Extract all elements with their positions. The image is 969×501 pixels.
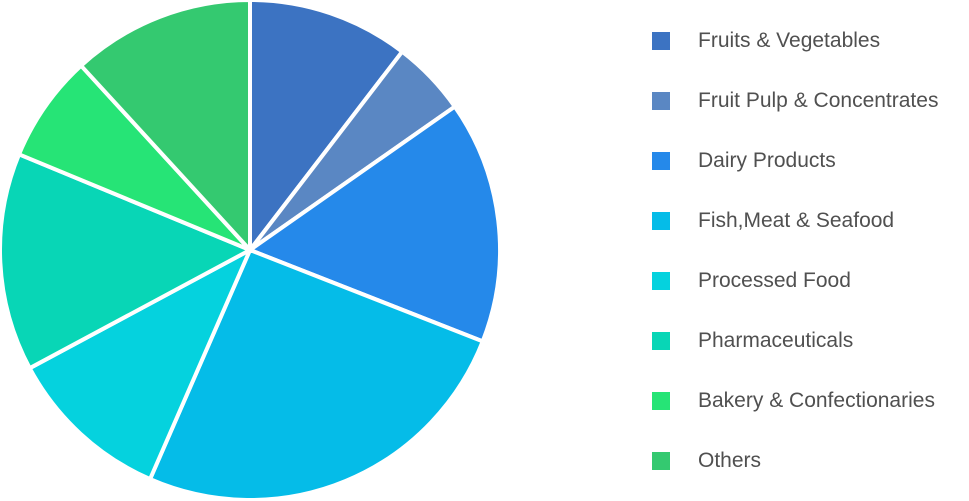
legend-item-fruits-vegetables: Fruits & Vegetables — [652, 26, 969, 86]
pie-slice-others — [79, 0, 252, 252]
legend-item-others: Others — [652, 446, 969, 501]
pie-chart — [0, 0, 502, 501]
legend-swatch — [652, 332, 670, 350]
legend-item-pharmaceuticals: Pharmaceuticals — [652, 326, 969, 386]
legend-label: Dairy Products — [698, 149, 836, 172]
legend-label: Pharmaceuticals — [698, 329, 854, 352]
pie-slice-fruits-vegetables — [248, 0, 405, 252]
legend-swatch — [652, 152, 670, 170]
legend-label: Fruits & Vegetables — [698, 29, 881, 52]
legend-label: Fruit Pulp & Concentrates — [698, 89, 939, 112]
pie-slice-processed-food — [27, 248, 252, 482]
legend-swatch — [652, 92, 670, 110]
legend-item-processed-food: Processed Food — [652, 266, 969, 326]
legend-item-bakery-confectionaries: Bakery & Confectionaries — [652, 386, 969, 446]
legend-swatch — [652, 212, 670, 230]
legend-swatch — [652, 272, 670, 290]
legend-label: Fish,Meat & Seafood — [698, 209, 895, 232]
pie-slice-fish-meat-seafood — [148, 248, 485, 501]
legend-label: Processed Food — [698, 269, 851, 292]
legend-label: Bakery & Confectionaries — [698, 389, 935, 412]
legend-swatch — [652, 452, 670, 470]
pie-slice-pharmaceuticals — [0, 152, 252, 371]
pie-slice-dairy-products — [248, 104, 502, 344]
legend-item-fish-meat-seafood: Fish,Meat & Seafood — [652, 206, 969, 266]
legend-label: Others — [698, 449, 762, 472]
legend-swatch — [652, 392, 670, 410]
legend-item-dairy-products: Dairy Products — [652, 146, 969, 206]
legend-item-fruit-pulp-concentrates: Fruit Pulp & Concentrates — [652, 86, 969, 146]
legend-swatch — [652, 32, 670, 50]
chart-legend: Fruits & Vegetables Fruit Pulp & Concentr… — [652, 26, 969, 501]
pie-slice-bakery-confectionaries — [17, 63, 252, 252]
